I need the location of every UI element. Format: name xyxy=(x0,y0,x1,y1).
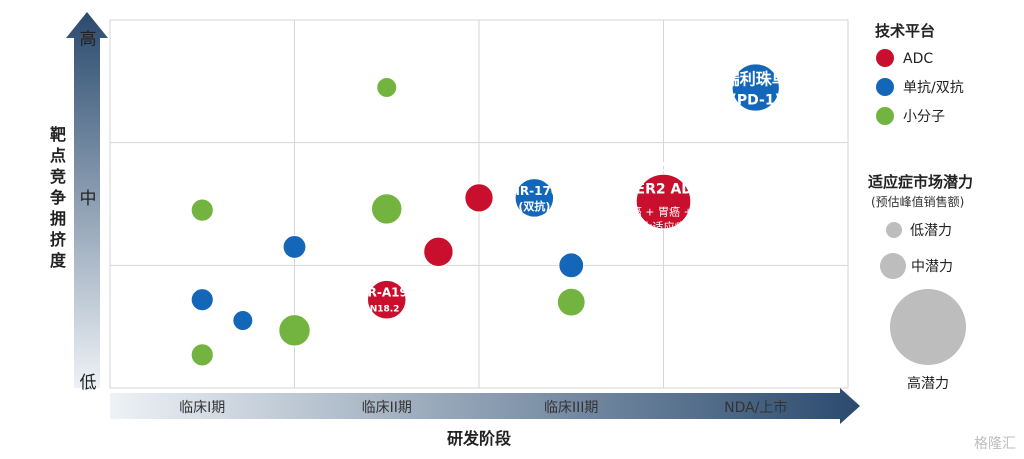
legend-size-swatch xyxy=(886,222,902,238)
bubbles: SHR-A1904 (CLDN18.2 ADC) SHR-1701(双抗) SHR-A… xyxy=(190,63,804,367)
bubble-point xyxy=(464,183,494,213)
x-axis-title: 研发阶段 xyxy=(447,429,512,448)
legend-size-subtitle: (预估峰值销售额) xyxy=(871,194,964,209)
bubble-point xyxy=(423,236,454,268)
y-axis-arrow xyxy=(66,12,108,388)
legend-size-label: 低潜力 xyxy=(910,223,952,239)
x-tick-label: 临床II期 xyxy=(362,400,412,416)
bubble-point xyxy=(635,173,692,230)
bubble-point xyxy=(514,177,555,218)
bubble-point xyxy=(370,192,403,225)
x-tick-label: NDA/上市 xyxy=(724,399,787,416)
bubble-label: 卡瑞利珠单抗 xyxy=(708,69,804,88)
legend-platform-label: ADC xyxy=(903,51,933,67)
x-axis-arrow xyxy=(110,388,860,424)
x-tick-label: 临床III期 xyxy=(544,400,598,416)
legend-size-label: 中潜力 xyxy=(911,259,953,275)
bubble-sublabel: (HER2 ADC) xyxy=(617,182,709,198)
x-tick-label: 临床I期 xyxy=(179,400,225,416)
legend-platform-label: 单抗/双抗 xyxy=(903,80,964,96)
y-tick-label: 中 xyxy=(80,189,97,209)
legend-size-title: 适应症市场潜力 xyxy=(868,173,973,191)
bubble-label: SHR-A1904 xyxy=(349,286,425,300)
legend-platform-swatch xyxy=(876,49,894,67)
bubble-point xyxy=(731,63,781,112)
bubble-point xyxy=(282,234,307,260)
bubble-point xyxy=(556,287,586,317)
bubble-sublabel: (双抗) xyxy=(518,199,550,213)
bubble-point xyxy=(558,252,585,279)
bubble-sublabel: (CLDN18.2 ADC) xyxy=(346,305,428,315)
legend-platform-swatch xyxy=(876,107,894,125)
y-axis-title: 靶点竞争拥挤度 xyxy=(50,125,67,270)
bubble-point xyxy=(190,287,215,312)
legend-platform-label: 小分子 xyxy=(903,109,945,125)
legend-platform-title: 技术平台 xyxy=(875,22,935,40)
bubble-point xyxy=(190,198,215,222)
legend-platform-swatch xyxy=(876,78,894,96)
bubble-note: 乳腺癌 + 胃癌 + 肺癌 xyxy=(609,205,718,219)
bubble-label: SHR-1701 xyxy=(501,184,567,198)
bubble-point xyxy=(376,76,398,99)
y-tick-label: 高 xyxy=(80,29,97,49)
bubble-point xyxy=(190,343,215,367)
legend-size-swatch xyxy=(880,253,906,279)
y-tick-label: 低 xyxy=(80,373,97,393)
bubble-sublabel: (PD-1) xyxy=(731,92,782,108)
bubble-point xyxy=(232,309,254,332)
watermark: 格隆汇 xyxy=(974,436,1016,452)
bubble-label: SHR-A1811 xyxy=(613,159,714,178)
bubble-note: (大适应症) xyxy=(637,220,690,234)
legend-size-swatch xyxy=(890,289,966,365)
legend-size-label: 高潜力 xyxy=(907,375,949,392)
bubble-point xyxy=(278,313,311,347)
bubble-point xyxy=(366,279,407,320)
